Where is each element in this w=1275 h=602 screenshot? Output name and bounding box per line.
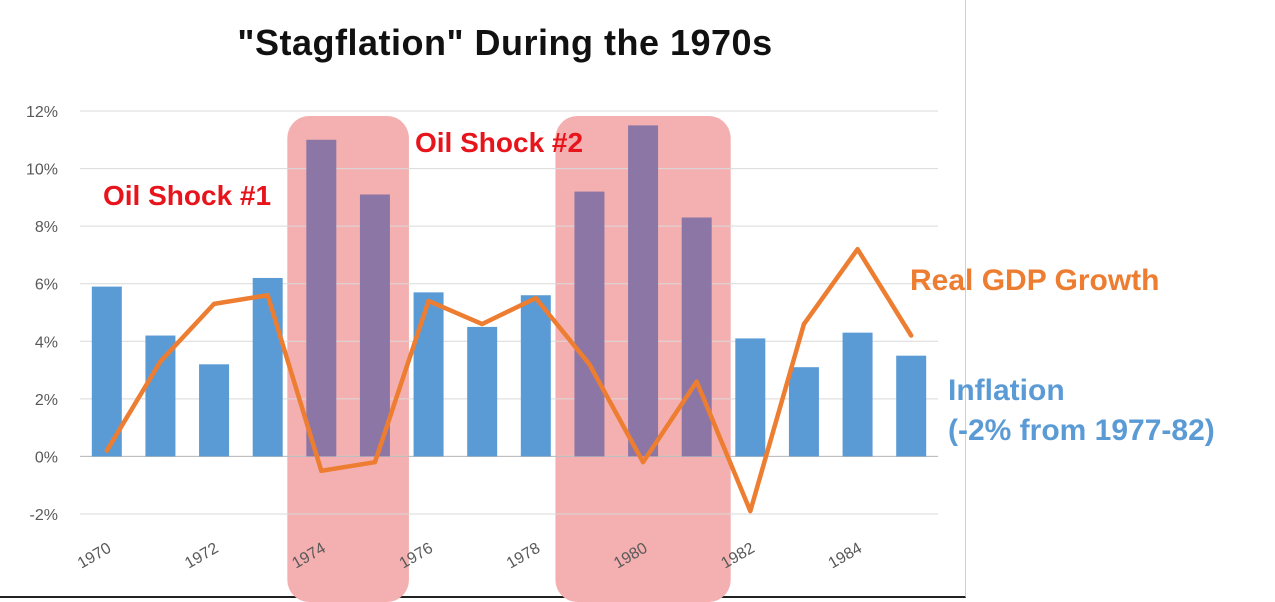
inflation-note-label: (-2% from 1977-82) — [948, 414, 1215, 447]
bar-inflation-1974 — [306, 139, 337, 457]
bar-inflation-1979 — [574, 191, 605, 457]
bar-inflation-1973 — [252, 277, 283, 457]
bar-inflation-1972 — [199, 364, 230, 457]
x-tick-label: 1972 — [182, 540, 221, 573]
bar-inflation-1980 — [628, 125, 659, 457]
bar-inflation-1981 — [681, 217, 712, 457]
oil-shock-2-label: Oil Shock #2 — [415, 127, 584, 158]
real-gdp-growth-label: Real GDP Growth — [910, 264, 1160, 297]
x-tick-label: 1984 — [826, 540, 865, 573]
y-tick-label: 0% — [35, 449, 58, 466]
x-tick-label: 1978 — [504, 540, 543, 573]
y-tick-label: 12% — [26, 104, 58, 121]
line-real-gdp-growth — [104, 246, 914, 514]
bar-inflation-1977 — [467, 326, 498, 457]
chart-frame — [0, 0, 966, 598]
bar-inflation-1970 — [91, 286, 122, 457]
bar-inflation-1982 — [735, 338, 766, 457]
chart-title: "Stagflation" During the 1970s — [237, 22, 773, 63]
y-tick-label: 8% — [35, 219, 58, 236]
y-tick-label: 2% — [35, 392, 58, 409]
y-tick-label: 4% — [35, 334, 58, 351]
y-tick-label: 10% — [26, 162, 58, 179]
bar-inflation-1978 — [520, 295, 551, 457]
inflation-label: Inflation — [948, 374, 1065, 407]
highlight-band-1 — [287, 116, 409, 602]
bar-inflation-1971 — [145, 335, 176, 457]
bar-inflation-1976 — [413, 292, 444, 457]
bar-inflation-1984 — [842, 332, 873, 457]
bar-inflation-1985 — [896, 355, 927, 457]
x-tick-label: 1970 — [75, 540, 114, 573]
y-tick-label: -2% — [30, 507, 58, 524]
bar-inflation-1975 — [359, 194, 390, 457]
oil-shock-1-label: Oil Shock #1 — [103, 180, 272, 211]
bar-inflation-1983 — [788, 367, 819, 457]
y-tick-label: 6% — [35, 277, 58, 294]
